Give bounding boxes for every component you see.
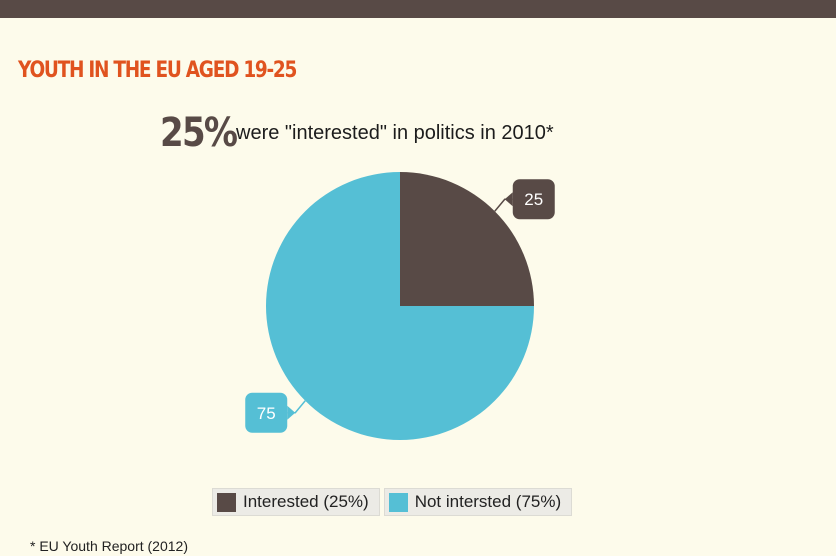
pie-slice-not-interested[interactable] xyxy=(266,172,534,440)
chart-legend: Interested (25%) Not intersted (75%) xyxy=(212,488,573,516)
top-banner-bar xyxy=(0,0,836,18)
legend-swatch-not-interested xyxy=(388,492,408,512)
data-label-not-interested: 75 xyxy=(257,404,276,423)
section-title: YOUTH IN THE EU AGED 19-25 xyxy=(18,58,297,83)
legend-swatch-interested xyxy=(217,492,236,512)
callout-box-interested xyxy=(512,179,555,220)
headline-text: were "interested" in politics in 2010* xyxy=(236,122,554,144)
legend-item-interested[interactable]: Interested (25%) xyxy=(212,488,380,516)
legend-label-not-interested: Not intersted (75%) xyxy=(414,492,562,511)
callout-pointer-interested xyxy=(504,192,513,207)
footnote: * EU Youth Report (2012) xyxy=(30,538,188,554)
callout-pointer-not-interested xyxy=(287,405,296,420)
pie-slice-interested[interactable] xyxy=(400,172,534,306)
legend-item-not-interested[interactable]: Not intersted (75%) xyxy=(383,488,573,516)
callout-box-not-interested xyxy=(245,392,288,433)
legend-label-interested: Interested (25%) xyxy=(243,492,369,511)
headline-percentage: 25% xyxy=(160,110,238,156)
data-label-interested: 25 xyxy=(524,190,543,209)
